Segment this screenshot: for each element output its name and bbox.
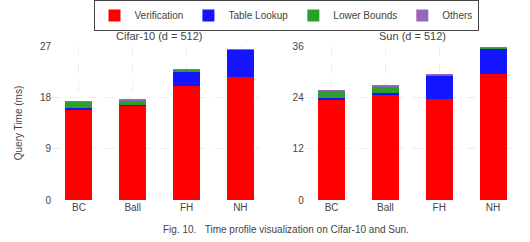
svg-text:BC: BC: [325, 202, 339, 213]
svg-text:FH: FH: [433, 202, 446, 213]
svg-text:NH: NH: [486, 202, 500, 213]
svg-text:Ball: Ball: [124, 202, 141, 213]
svg-text:0: 0: [45, 195, 51, 206]
svg-text:FH: FH: [180, 202, 193, 213]
svg-text:0: 0: [298, 195, 304, 206]
svg-text:Fig. 10. Time profile visual: Fig. 10. Time profile visualization on C…: [163, 224, 409, 235]
svg-text:NH: NH: [233, 202, 247, 213]
svg-text:36: 36: [293, 41, 305, 52]
svg-text:18: 18: [40, 92, 52, 103]
svg-text:Cifar-10 (d = 512): Cifar-10 (d = 512): [116, 30, 203, 42]
svg-text:12: 12: [293, 143, 305, 154]
svg-text:Sun (d = 512): Sun (d = 512): [379, 30, 446, 42]
svg-text:Lower Bounds: Lower Bounds: [333, 10, 397, 21]
svg-text:Ball: Ball: [377, 202, 394, 213]
svg-text:24: 24: [293, 92, 305, 103]
svg-text:Others: Others: [442, 10, 472, 21]
svg-text:Verification: Verification: [135, 10, 184, 21]
svg-text:Query Time (ms): Query Time (ms): [13, 86, 24, 160]
svg-text:27: 27: [40, 41, 52, 52]
svg-text:9: 9: [45, 143, 51, 154]
svg-text:BC: BC: [72, 202, 86, 213]
svg-text:Table Lookup: Table Lookup: [228, 10, 288, 21]
